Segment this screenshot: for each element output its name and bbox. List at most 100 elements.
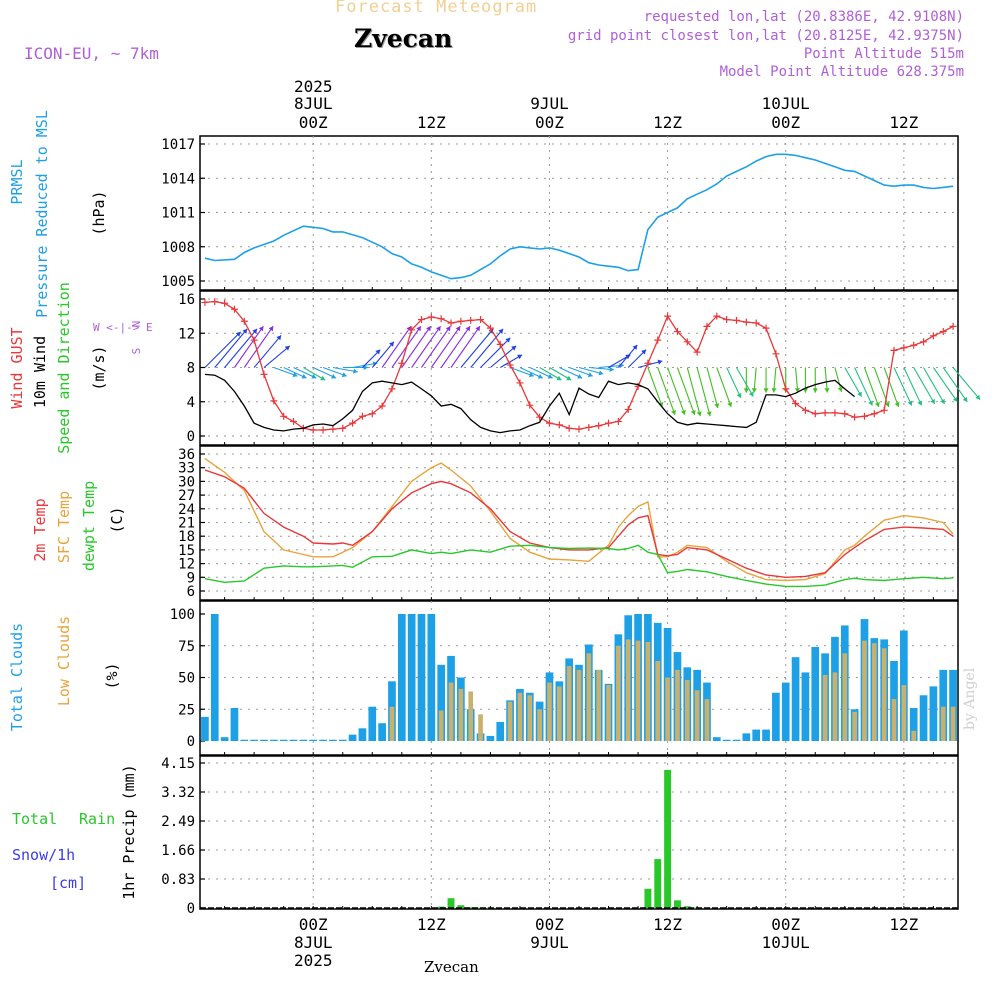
wind-gust-marker <box>319 426 327 434</box>
wind-gust-marker <box>752 319 760 327</box>
wind-direction-arrow <box>686 367 701 417</box>
wind-gust-marker <box>762 324 770 332</box>
top-time-label: 00Z <box>299 113 328 132</box>
total-cloud-bar <box>329 739 337 741</box>
low-cloud-bar <box>547 682 552 741</box>
wind-gust-marker <box>398 359 406 367</box>
total-cloud-bar <box>909 707 918 741</box>
y-tick-label: 1008 <box>161 240 195 256</box>
wind-gust-marker <box>792 399 800 407</box>
wind-arrow-head <box>771 388 777 393</box>
total-cloud-bar <box>919 695 928 741</box>
y-tick-label: 18 <box>178 529 195 545</box>
wind-direction-arrow <box>657 367 676 416</box>
y-tick-label: 24 <box>178 502 195 518</box>
total-cloud-bar <box>712 737 721 741</box>
wind-arrow-head <box>435 326 441 332</box>
wind-gust-marker <box>270 397 278 405</box>
total-cloud-bar <box>791 657 800 741</box>
wind-gust-marker <box>309 426 317 434</box>
wind-gust-marker <box>614 417 622 425</box>
compass-north: N <box>130 321 143 328</box>
total-clouds-label: Total Clouds <box>8 623 26 731</box>
wind-direction-arrow <box>923 367 946 405</box>
total-cloud-bar <box>338 739 347 741</box>
y-tick-label: 4 <box>187 395 195 411</box>
low-cloud-bar <box>852 711 857 741</box>
total-cloud-bar <box>319 739 327 741</box>
wind-arrow-head <box>566 375 572 381</box>
wind-direction-arrow <box>450 325 481 368</box>
wind-gust-marker <box>860 412 868 420</box>
top-time-label: 9JUL <box>530 94 569 113</box>
wind-direction-arrow <box>676 367 696 416</box>
wind-arrow-head <box>587 372 593 378</box>
wind-arrow-head <box>952 396 958 402</box>
wind-direction-arrow <box>726 367 742 399</box>
wind-arrow-head <box>751 388 757 393</box>
wind-speed-line <box>204 373 856 434</box>
wind-arrow-head <box>556 375 562 381</box>
y-tick-label: 1014 <box>161 171 195 187</box>
panel-precip: 0 0.83 1.66 2.49 3.32 4.15 <box>161 755 959 917</box>
y-tick-label: 8 <box>187 361 195 377</box>
rain-bar <box>447 898 455 908</box>
y-tick-label: 0 <box>187 734 195 750</box>
sfc-temp-label: SFC Temp <box>55 491 73 563</box>
y-tick-label: 4.15 <box>161 756 195 772</box>
wind-arrow-head <box>763 388 769 393</box>
total-cloud-bar <box>407 614 416 741</box>
wind-arrow-head <box>498 328 504 334</box>
y-tick-label: 30 <box>178 474 195 490</box>
rain-bar <box>683 906 691 908</box>
low-cloud-bar <box>606 685 611 741</box>
total-cloud-bar <box>762 729 770 741</box>
total-cloud-bar <box>929 686 938 741</box>
station-name: Zvecan <box>354 24 453 53</box>
y-tick-label: 100 <box>170 607 195 623</box>
wind-direction-arrow <box>863 367 880 408</box>
wind-gust-marker <box>545 419 553 427</box>
wind-arrow-head <box>748 391 754 397</box>
wind-arrow-head <box>406 326 412 332</box>
wind-unit-label: (m/s) <box>90 345 108 390</box>
wind-gust-marker <box>831 409 839 417</box>
rain-label: Rain <box>79 810 115 828</box>
wind-direction-arrow <box>480 337 511 368</box>
low-cloud-bar <box>478 714 483 741</box>
wind-gust-marker <box>486 324 494 332</box>
wind-arrow-head <box>714 403 720 409</box>
wind-arrow-head <box>917 400 923 406</box>
wind-gust-marker <box>929 332 937 340</box>
wind-gust-marker <box>536 413 544 421</box>
wind-arrow-head <box>311 374 317 379</box>
wind-arrow-head <box>632 344 638 350</box>
wind-gust-marker <box>890 346 898 354</box>
wind-gust-marker <box>624 405 632 413</box>
low-cloud-bar <box>871 643 877 741</box>
total-cloud-bar <box>722 739 731 741</box>
wind-gust-marker <box>733 316 741 324</box>
wind-gust-marker <box>467 316 475 324</box>
wind-gust-marker <box>457 317 465 325</box>
wind-gust-marker <box>900 344 908 352</box>
y-tick-label: 1011 <box>161 206 195 222</box>
y-tick-label: 9 <box>187 570 195 586</box>
low-cloud-bar <box>842 653 848 741</box>
low-cloud-bar <box>704 699 710 741</box>
wind-gust-marker <box>349 419 357 427</box>
rain-bar <box>457 905 465 908</box>
prmsl-label: PRMSL <box>8 159 26 204</box>
wind-gust-marker <box>920 338 928 346</box>
wind-arrow-head <box>641 349 647 355</box>
low-cloud-bar <box>675 669 680 741</box>
total-cloud-bar <box>801 672 810 741</box>
temp-2m-line <box>204 469 954 579</box>
wind-arrow-head <box>320 375 326 381</box>
y-tick-label: 1005 <box>161 274 195 290</box>
top-time-label: 12Z <box>653 113 682 132</box>
wind-direction-arrow <box>893 367 913 406</box>
total-cloud-bar <box>397 614 406 741</box>
total-cloud-bar <box>230 707 239 741</box>
